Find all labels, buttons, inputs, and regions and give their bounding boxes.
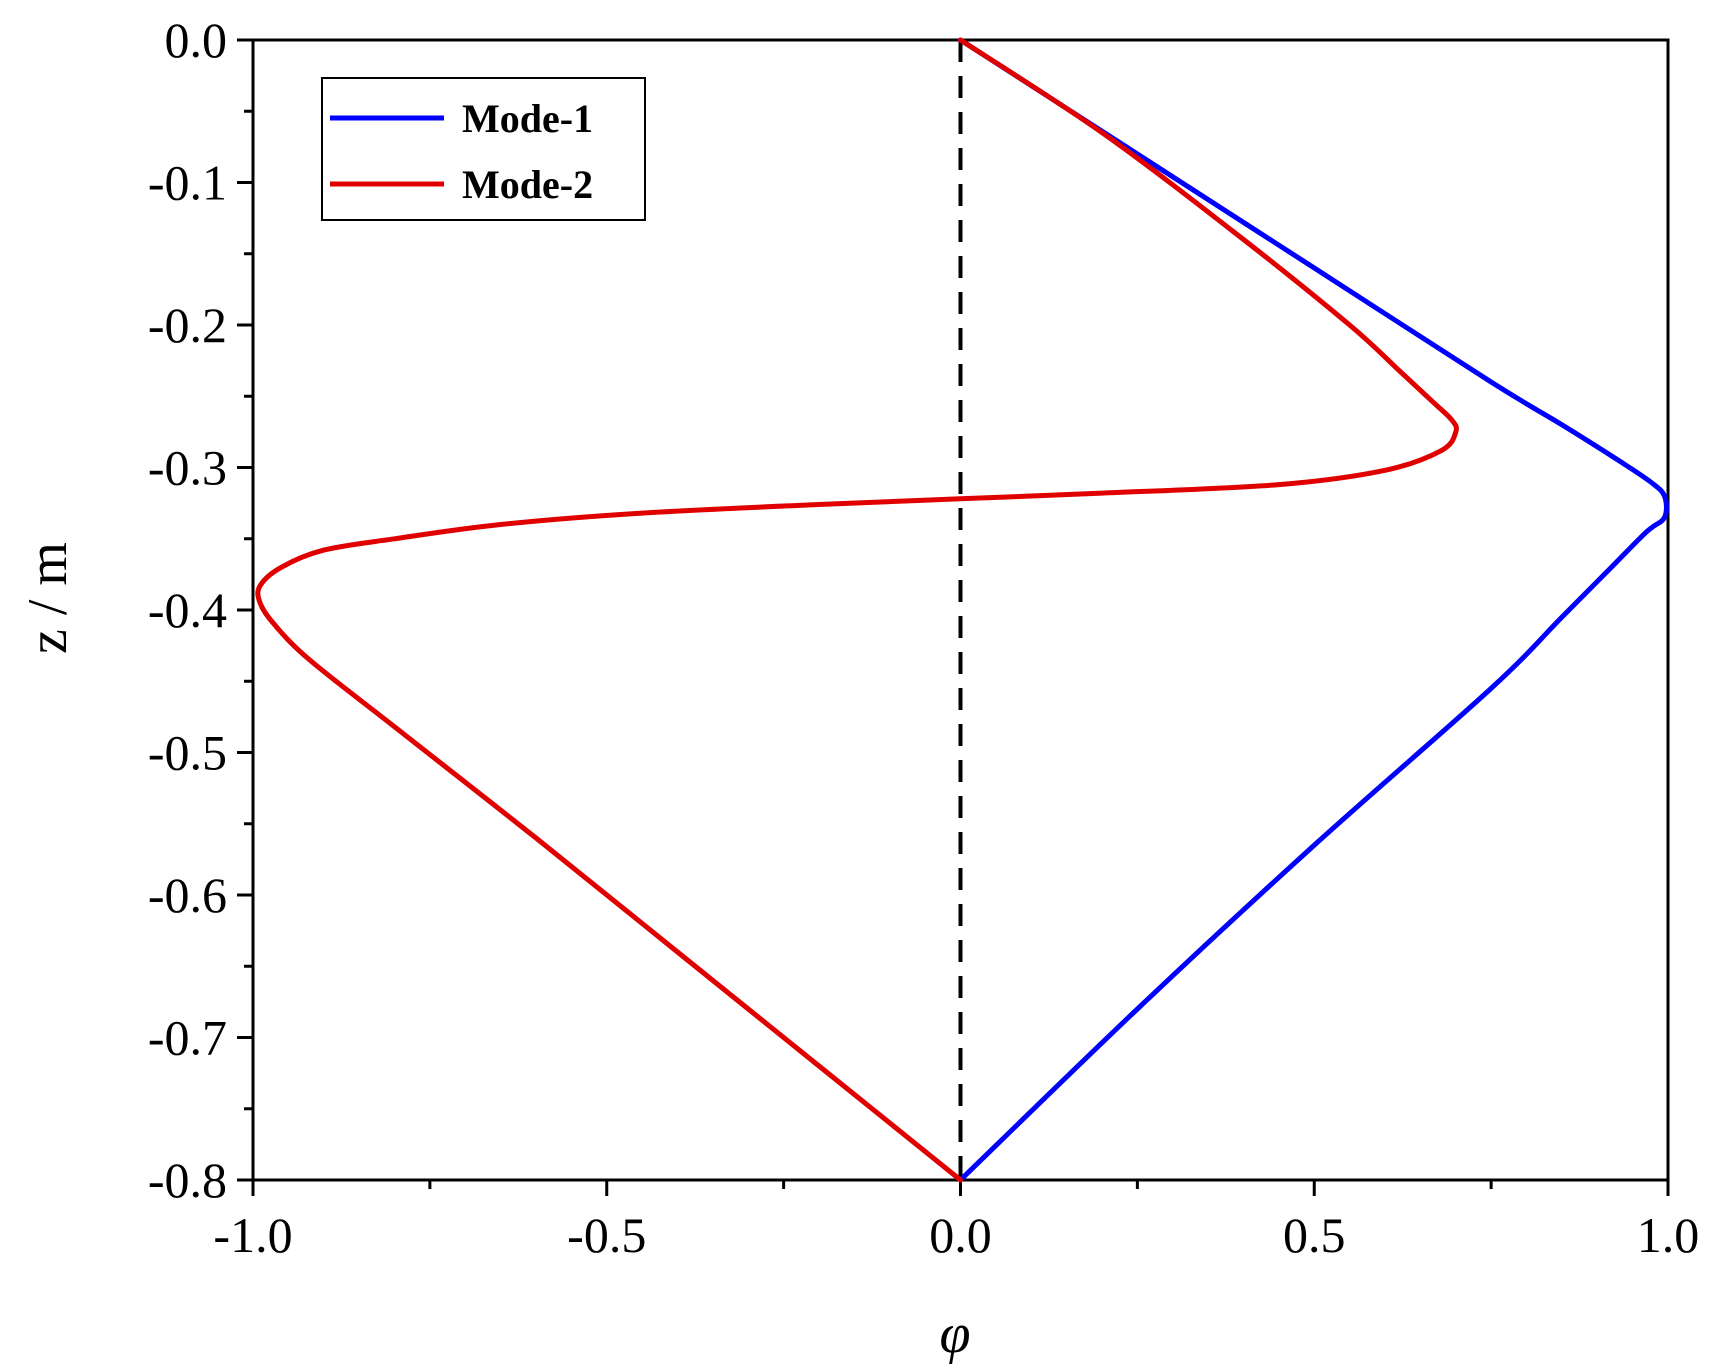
y-tick-label: -0.8 [148,1152,227,1208]
legend-label-mode-2: Mode-2 [462,162,593,207]
x-tick-label: -0.5 [567,1207,646,1263]
y-axis-title: z / m [17,542,79,654]
x-tick-label: 1.0 [1637,1207,1700,1263]
series-line-mode-1 [958,37,1669,1183]
legend-label-mode-1: Mode-1 [462,96,593,141]
x-axis-title: φ [940,1303,971,1365]
y-tick-label: -0.3 [148,440,227,496]
y-tick-label: -0.6 [148,867,227,923]
y-tick-label: -0.7 [148,1010,227,1066]
y-tick-label: -0.2 [148,297,227,353]
x-tick-label: 0.5 [1283,1207,1346,1263]
y-tick-label: -0.1 [148,155,227,211]
legend-box [321,77,646,221]
series-lines [255,37,1669,1183]
series-line-mode-2 [255,37,1459,1183]
axis-ticks [237,38,1670,1196]
axis-tick-labels: -1.0 -0.5 0.0 0.5 1.0 0.0 -0.1 -0.2 -0.3 -0.4 -0.5… [148,12,1699,1263]
y-tick-label: -0.5 [148,725,227,781]
x-tick-label: 0.0 [929,1207,992,1263]
y-tick-label: 0.0 [165,12,228,68]
legend: Mode-1 Mode-2 [321,77,646,221]
y-tick-label: -0.4 [148,582,227,638]
x-tick-label: -1.0 [213,1207,292,1263]
